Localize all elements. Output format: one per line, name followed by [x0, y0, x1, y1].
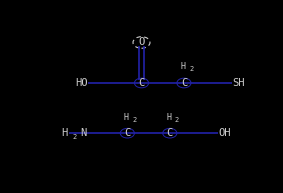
Text: H: H — [166, 113, 171, 122]
Text: H: H — [124, 113, 129, 122]
Text: 2: 2 — [132, 117, 137, 123]
Text: C: C — [124, 128, 130, 138]
Text: O: O — [138, 37, 145, 47]
Text: N: N — [80, 128, 86, 138]
Text: H: H — [180, 62, 185, 71]
Text: C: C — [138, 78, 145, 88]
Text: OH: OH — [218, 128, 230, 138]
Text: 2: 2 — [189, 66, 193, 72]
Text: C: C — [181, 78, 187, 88]
Text: SH: SH — [232, 78, 245, 88]
Text: 2: 2 — [72, 134, 77, 141]
Text: C: C — [167, 128, 173, 138]
Text: 2: 2 — [175, 117, 179, 123]
Text: HO: HO — [75, 78, 88, 88]
Text: H: H — [62, 128, 68, 138]
